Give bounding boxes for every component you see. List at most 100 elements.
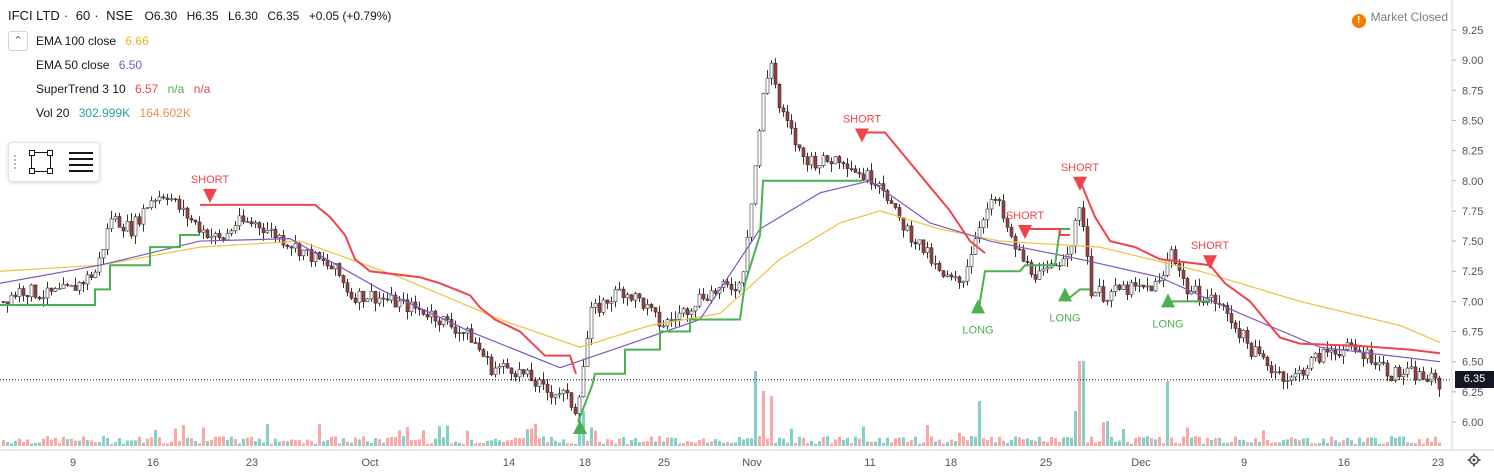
candle-body xyxy=(189,218,194,221)
volume-bar xyxy=(1234,436,1237,446)
volume-bar xyxy=(238,443,241,446)
legend-supertrend[interactable]: SuperTrend 3 10 6.57 n/a n/a xyxy=(36,82,211,96)
gear-icon[interactable] xyxy=(1467,453,1481,467)
legend-ema50[interactable]: EMA 50 close 6.50 xyxy=(36,58,143,72)
volume-bar xyxy=(550,436,553,446)
volume-bar xyxy=(1398,436,1401,446)
volume-bar xyxy=(834,439,837,446)
candle-body xyxy=(1317,352,1322,363)
drag-handle-icon[interactable] xyxy=(14,155,20,169)
candle-body xyxy=(689,310,694,315)
candle-body xyxy=(281,235,286,246)
candle-body xyxy=(913,241,918,245)
candle-body xyxy=(229,230,234,234)
volume-bar xyxy=(566,443,569,446)
volume-bar xyxy=(482,443,485,446)
volume-bar xyxy=(994,442,997,446)
candle-body xyxy=(241,215,246,223)
candle-body xyxy=(741,271,746,284)
volume-bar xyxy=(690,441,693,446)
candle-body xyxy=(869,170,874,185)
candle-body xyxy=(181,207,186,210)
short-signal-label: SHORT xyxy=(1191,240,1230,252)
volume-bar xyxy=(1382,443,1385,446)
volume-bar xyxy=(282,440,285,446)
candle-body xyxy=(457,332,462,334)
candle-body xyxy=(245,221,250,223)
candle-body xyxy=(945,274,950,277)
short-signal-label: SHORT xyxy=(1061,162,1100,174)
volume-bar xyxy=(378,439,381,446)
y-tick-label: 9.25 xyxy=(1462,25,1483,37)
volume-bar xyxy=(146,438,149,446)
y-tick-label: 6.50 xyxy=(1462,357,1483,369)
volume-bar xyxy=(654,441,657,446)
collapse-legend-button[interactable]: ⌃ xyxy=(8,31,28,51)
volume-bar xyxy=(1166,381,1169,446)
candle-body xyxy=(133,216,138,237)
candle-body xyxy=(177,198,182,210)
volume-bar xyxy=(998,436,1001,446)
candle-body xyxy=(1153,281,1158,292)
candle-body xyxy=(985,208,990,221)
candle-body xyxy=(1145,285,1150,288)
ema100-line xyxy=(0,210,1441,348)
volume-bar xyxy=(298,439,301,446)
candle-body xyxy=(273,228,278,239)
list-settings-icon[interactable] xyxy=(69,152,93,172)
candle-body xyxy=(1237,328,1242,339)
volume-bar xyxy=(750,438,753,446)
candle-body xyxy=(617,288,622,291)
candle-body xyxy=(825,155,830,162)
y-tick-label: 7.00 xyxy=(1462,296,1483,308)
legend-ema100[interactable]: EMA 100 close 6.66 xyxy=(36,34,149,48)
candle-body xyxy=(485,356,490,358)
candle-body xyxy=(729,284,734,290)
volume-bar xyxy=(822,437,825,446)
drawing-toolbox[interactable] xyxy=(8,142,100,182)
rectangle-select-icon[interactable] xyxy=(29,150,53,174)
legend-volume[interactable]: Vol 20 302.999K 164.602K xyxy=(36,106,191,120)
volume-bar xyxy=(74,440,77,446)
volume-bar xyxy=(1266,439,1269,446)
candle-body xyxy=(905,225,910,231)
candle-body xyxy=(73,284,78,291)
volume-bar xyxy=(586,440,589,446)
volume-bar xyxy=(710,441,713,446)
candle-body xyxy=(1073,219,1078,247)
volume-bar xyxy=(1438,442,1441,446)
symbol-name[interactable]: IFCI LTD xyxy=(8,8,60,23)
volume-bar xyxy=(806,443,809,446)
volume-bar xyxy=(798,436,801,446)
volume-bar xyxy=(650,436,653,446)
volume-bar xyxy=(102,436,105,446)
volume-bar xyxy=(638,442,641,446)
volume-bar xyxy=(446,425,449,446)
volume-bar xyxy=(198,443,201,446)
volume-bar xyxy=(666,437,669,446)
candle-body xyxy=(1025,261,1030,263)
volume-bar xyxy=(1050,436,1053,446)
candle-body xyxy=(917,239,922,245)
volume-bar xyxy=(1334,440,1337,446)
market-status[interactable]: ! Market Closed xyxy=(1351,10,1448,28)
candle-body xyxy=(1365,349,1370,360)
candle-body xyxy=(165,197,170,200)
candle-body xyxy=(1169,249,1174,261)
volume-bar xyxy=(502,441,505,446)
short-signal-label: SHORT xyxy=(1006,210,1045,222)
candle-body xyxy=(197,221,202,233)
volume-bar xyxy=(382,442,385,446)
supertrend-up-line xyxy=(0,234,200,307)
volume-bar xyxy=(110,443,113,446)
interval[interactable]: 60 xyxy=(75,8,91,23)
volume-bar xyxy=(162,443,165,446)
volume-bar xyxy=(846,437,849,446)
volume-bar xyxy=(266,423,269,446)
candle-body xyxy=(341,275,346,283)
volume-bar xyxy=(598,441,601,446)
volume-bar xyxy=(946,442,949,446)
candle-body xyxy=(269,228,274,231)
candle-body xyxy=(221,237,226,241)
